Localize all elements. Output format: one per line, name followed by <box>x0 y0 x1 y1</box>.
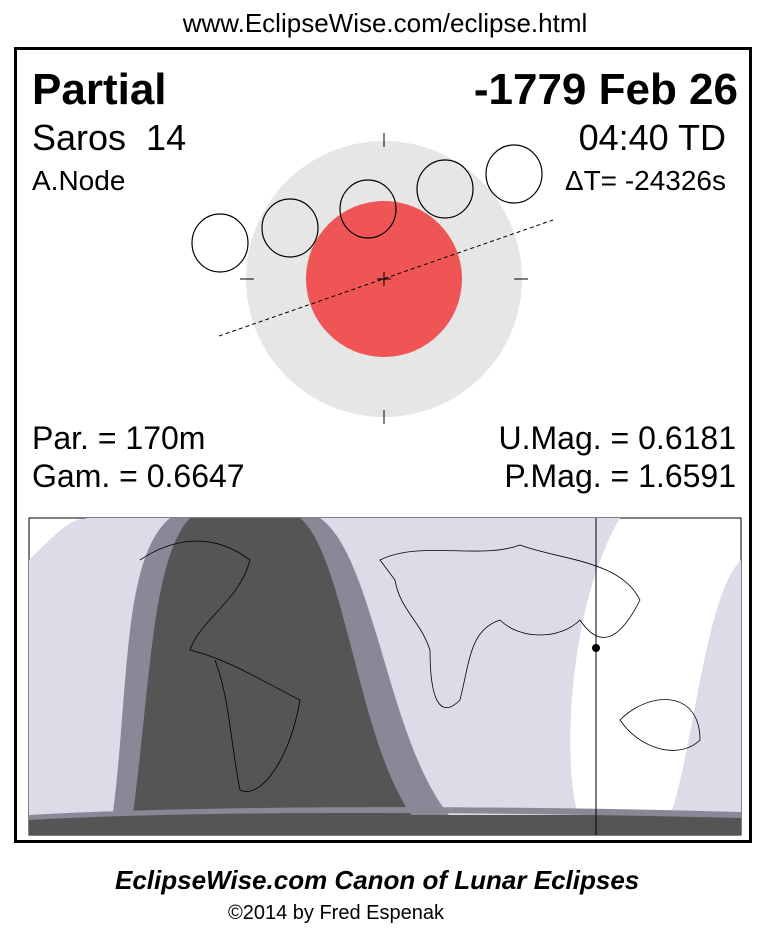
delta-t: ΔT= -24326s <box>564 165 726 196</box>
node: A.Node <box>32 165 126 196</box>
continent-outlines <box>139 540 701 792</box>
moon-p4 <box>485 144 543 204</box>
map-umbral-zone <box>130 518 430 835</box>
eclipse-date: -1779 Feb 26 <box>473 65 738 114</box>
moon-p1 <box>191 213 249 273</box>
eclipse-panel <box>14 47 752 843</box>
saros-number: Saros 14 <box>32 117 187 158</box>
moon-u4 <box>416 159 474 219</box>
header-url[interactable]: www.EclipseWise.com/eclipse.html <box>182 8 588 38</box>
footer-title: EclipseWise.com Canon of Lunar Eclipses <box>115 865 640 895</box>
moon-max <box>339 179 397 239</box>
penumbral-magnitude: P.Mag. = 1.6591 <box>504 458 736 494</box>
sub-lunar-point <box>592 644 600 652</box>
gamma: Gam. = 0.6647 <box>32 458 245 494</box>
moon-u1 <box>261 198 319 258</box>
eclipse-type: Partial <box>32 65 167 114</box>
ecliptic-path <box>218 219 554 337</box>
axis-ticks <box>240 133 528 424</box>
partial-duration: Par. = 170m <box>32 420 206 456</box>
visibility-map <box>28 517 742 836</box>
footer-copyright: ©2014 by Fred Espenak <box>228 902 444 924</box>
umbral-magnitude: U.Mag. = 0.6181 <box>498 420 736 456</box>
moon-positions <box>191 144 543 273</box>
eclipse-time: 04:40 TD <box>578 117 726 158</box>
